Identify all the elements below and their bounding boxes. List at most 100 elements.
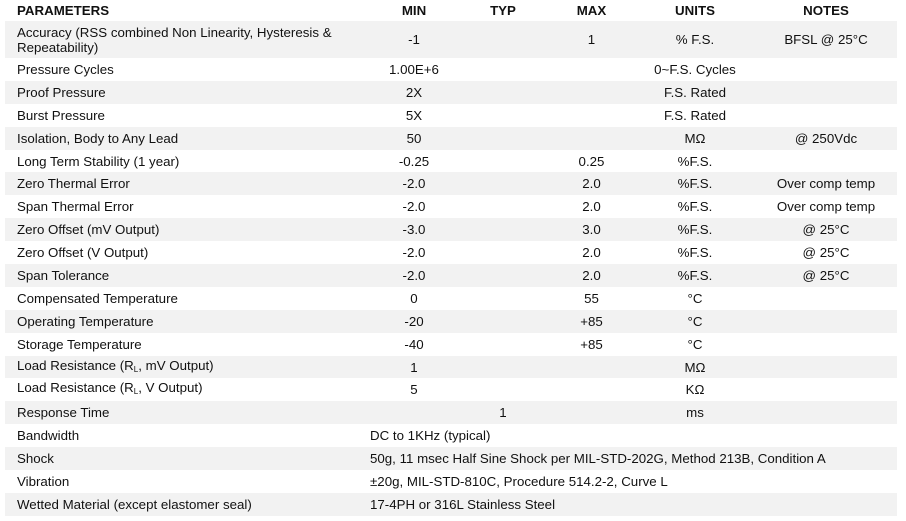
parameter-cell: Vibration [17, 473, 70, 489]
units-cell: %F.S. [635, 218, 755, 242]
table-row: Compensated Temperature 0 55 °C [5, 287, 897, 310]
table-row: Accuracy (RSS combined Non Linearity, Hy… [5, 21, 897, 58]
table-row: Long Term Stability (1 year) -0.25 0.25 %F.… [5, 150, 897, 173]
header-notes: NOTES [803, 3, 849, 18]
parameter-cell: Pressure Cycles [17, 61, 114, 77]
notes-cell: Over comp temp [755, 172, 897, 196]
typ-cell [458, 195, 548, 218]
parameter-text: , mV Output) [138, 357, 214, 373]
typ-cell [458, 21, 548, 58]
header-row: PARAMETERS MIN TYP MAX UNITS NOTES [5, 0, 897, 21]
min-cell: -1 [370, 21, 458, 58]
min-cell: -40 [404, 336, 424, 352]
max-cell: 55 [584, 290, 599, 306]
max-cell [548, 378, 635, 401]
table-row: Wetted Material (except elastomer seal) 1… [5, 492, 897, 516]
table-row: Span Tolerance -2.0 2.0 %F.S. @ 25°C [5, 264, 897, 287]
parameter-cell: Response Time [5, 401, 370, 425]
min-cell: 5X [405, 107, 423, 123]
typ-cell [458, 126, 548, 150]
typ-cell [458, 218, 548, 242]
value-cell: 17-4PH or 316L Stainless Steel [370, 492, 897, 516]
max-cell [548, 126, 635, 150]
units-cell: °C [687, 290, 703, 306]
header-units: UNITS [675, 3, 715, 18]
parameter-cell: Zero Thermal Error [5, 172, 370, 196]
notes-cell [755, 58, 897, 81]
min-cell: -20 [370, 309, 458, 333]
header-min: MIN [401, 3, 427, 18]
parameter-cell: Load Resistance (RL, mV Output) [5, 355, 370, 379]
header-max: MAX [576, 3, 607, 18]
typ-cell [458, 150, 548, 173]
max-cell: +85 [548, 309, 635, 333]
parameter-cell: Accuracy (RSS combined Non Linearity, Hy… [5, 21, 370, 58]
max-cell: 2.0 [582, 245, 601, 261]
units-cell: %F.S. [677, 153, 713, 169]
notes-cell: BFSL @ 25°C [755, 21, 897, 58]
table-row: Zero Offset (V Output) -2.0 2.0 %F.S. @ 25°C [5, 241, 897, 264]
notes-cell: @ 25°C [802, 245, 850, 261]
max-cell [548, 58, 635, 81]
parameter-text: Load Resistance (R [17, 357, 134, 373]
units-cell: 0~F.S. Cycles [654, 61, 736, 77]
parameter-cell: Operating Temperature [5, 309, 370, 333]
table-row: Isolation, Body to Any Lead 50 MΩ @ 250Vdc [5, 126, 897, 150]
typ-cell [458, 58, 548, 81]
typ-cell [458, 355, 548, 379]
value-cell: 50g, 11 msec Half Sine Shock per MIL-STD… [370, 447, 897, 471]
min-cell: -3.0 [370, 218, 458, 242]
table-row: Load Resistance (RL, V Output) 5 KΩ [5, 378, 897, 401]
table-row: Load Resistance (RL, mV Output) 1 MΩ [5, 355, 897, 379]
header-typ: TYP [490, 3, 516, 18]
min-cell: -2.0 [370, 172, 458, 196]
header-parameters: PARAMETERS [17, 3, 110, 18]
typ-cell: 1 [458, 401, 548, 425]
min-cell: -0.25 [398, 153, 430, 169]
max-cell: 2.0 [548, 172, 635, 196]
table-row: Response Time 1 ms [5, 401, 897, 425]
value-cell: DC to 1KHz (typical) [370, 428, 491, 444]
min-cell: 2X [370, 80, 458, 104]
min-cell [370, 401, 458, 425]
notes-cell [755, 333, 897, 356]
parameter-text: , V Output) [138, 380, 203, 396]
max-cell: 3.0 [548, 218, 635, 242]
table-row: Vibration ±20g, MIL-STD-810C, Procedure 5… [5, 470, 897, 493]
units-cell: %F.S. [677, 199, 713, 215]
notes-cell [755, 80, 897, 104]
specifications-table: PARAMETERS MIN TYP MAX UNITS NOTES Accur… [5, 0, 897, 516]
units-cell: % F.S. [635, 21, 755, 58]
table-row: Bandwidth DC to 1KHz (typical) [5, 424, 897, 447]
table-row: Storage Temperature -40 +85 °C [5, 333, 897, 356]
typ-cell [458, 104, 548, 127]
parameter-text: L [133, 387, 139, 397]
notes-cell [755, 287, 897, 310]
units-cell: %F.S. [677, 245, 713, 261]
parameter-cell: Compensated Temperature [17, 290, 178, 306]
parameter-cell: Wetted Material (except elastomer seal) [5, 492, 370, 516]
typ-cell [458, 172, 548, 196]
min-cell: -2.0 [402, 245, 426, 261]
units-cell: MΩ [635, 355, 755, 379]
parameter-cell: Span Thermal Error [17, 199, 134, 215]
units-cell: MΩ [635, 126, 755, 150]
table-row: Span Thermal Error -2.0 2.0 %F.S. Over comp … [5, 195, 897, 218]
min-cell: -2.0 [370, 264, 458, 287]
units-cell: %F.S. [635, 264, 755, 287]
max-cell: 2.0 [582, 199, 601, 215]
min-cell: -2.0 [402, 199, 426, 215]
notes-cell [755, 378, 897, 401]
units-cell: F.S. Rated [635, 80, 755, 104]
typ-cell [458, 287, 548, 310]
min-cell: 1.00E+6 [389, 61, 439, 77]
max-cell [548, 401, 635, 425]
units-cell: F.S. Rated [663, 107, 727, 123]
parameter-cell: Span Tolerance [5, 264, 370, 287]
min-cell: 50 [370, 126, 458, 150]
min-cell: 1 [370, 355, 458, 379]
max-cell: 1 [548, 21, 635, 58]
min-cell: 5 [410, 382, 418, 398]
parameter-cell: Shock [5, 447, 370, 471]
table-row: Burst Pressure 5X F.S. Rated [5, 104, 897, 127]
